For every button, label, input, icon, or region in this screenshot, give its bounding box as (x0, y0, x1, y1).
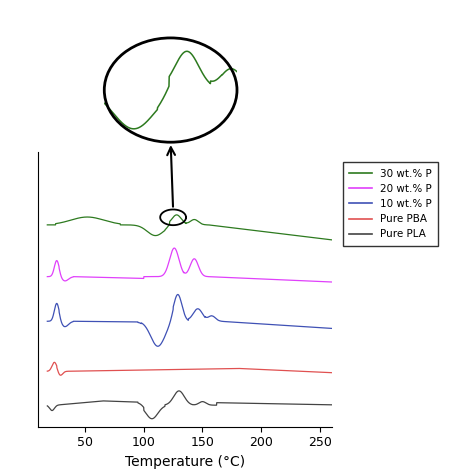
X-axis label: Temperature (°C): Temperature (°C) (125, 455, 245, 469)
Legend: 30 wt.% P, 20 wt.% P, 10 wt.% P, Pure PBA, Pure PLA: 30 wt.% P, 20 wt.% P, 10 wt.% P, Pure PB… (343, 163, 438, 246)
